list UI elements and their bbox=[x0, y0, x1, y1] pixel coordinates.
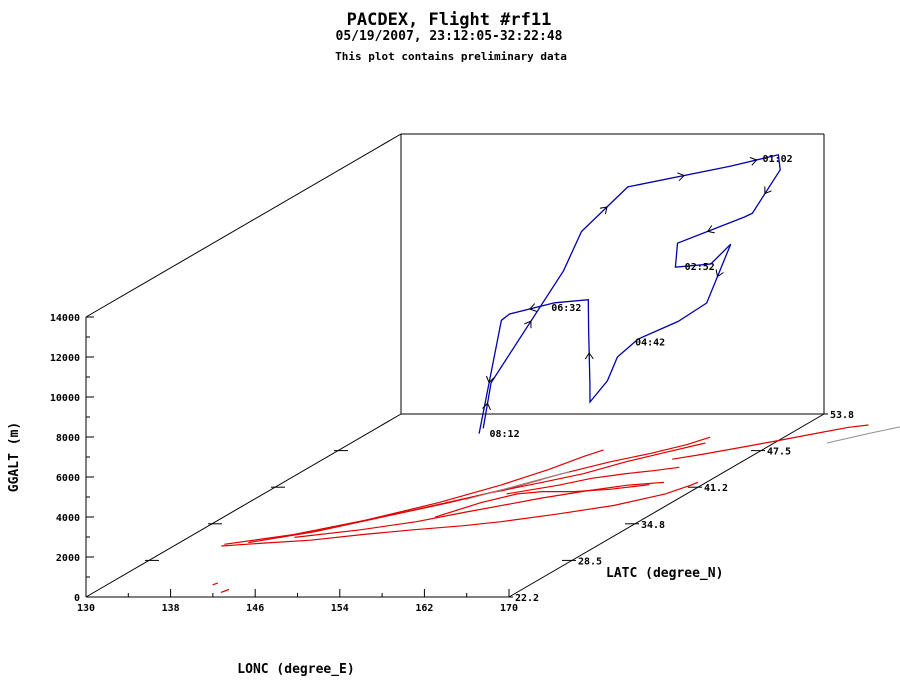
ground-track-segment bbox=[221, 481, 699, 547]
chart-title: PACDEX, Flight #rf11 bbox=[347, 10, 552, 30]
y-axis-line bbox=[508, 413, 825, 598]
chart-note: This plot contains preliminary data bbox=[335, 50, 567, 63]
z-tick-label: 14000 bbox=[50, 313, 80, 324]
gray-track-segment bbox=[464, 471, 570, 501]
ground-track-segment bbox=[434, 484, 650, 518]
y-tick-label: 34.8 bbox=[641, 520, 665, 531]
direction-arrow bbox=[524, 320, 532, 329]
direction-arrow bbox=[749, 157, 758, 166]
y-axis-label: LATC (degree_N) bbox=[606, 566, 723, 581]
z-tick-label: 10000 bbox=[50, 393, 80, 404]
direction-arrow bbox=[764, 186, 772, 195]
direction-arrow bbox=[715, 269, 724, 278]
time-label: 06:32 bbox=[551, 303, 581, 314]
direction-arrow bbox=[584, 352, 594, 360]
y-tick-label: 41.2 bbox=[704, 483, 728, 494]
top-left-edge bbox=[85, 133, 402, 318]
direction-arrow bbox=[482, 402, 491, 411]
ground-track-segment bbox=[506, 466, 680, 495]
z-axis-label: GGALT (m) bbox=[7, 422, 22, 492]
ground-track-segment bbox=[220, 588, 230, 593]
ground-track-segment bbox=[366, 442, 706, 521]
y-tick-label: 47.5 bbox=[767, 447, 791, 458]
x-tick-label: 170 bbox=[500, 603, 518, 614]
time-label: 02:52 bbox=[685, 262, 715, 273]
flight-path-line bbox=[478, 153, 781, 434]
time-label: 04:42 bbox=[635, 337, 665, 348]
direction-arrow bbox=[599, 206, 608, 215]
z-tick-label: 0 bbox=[74, 593, 80, 604]
chart-subtitle: 05/19/2007, 23:12:05-32:22:48 bbox=[336, 29, 563, 44]
gray-track bbox=[464, 426, 900, 501]
ground-track bbox=[212, 424, 869, 593]
ground-track-segment bbox=[212, 582, 218, 586]
z-tick-label: 12000 bbox=[50, 353, 80, 364]
direction-arrow bbox=[485, 375, 495, 384]
x-tick-label: 146 bbox=[246, 603, 264, 614]
gray-track-segment bbox=[826, 426, 900, 444]
z-tick-label: 2000 bbox=[56, 553, 80, 564]
x-tick-label: 138 bbox=[162, 603, 180, 614]
direction-arrow bbox=[528, 303, 537, 312]
plot-box bbox=[85, 133, 825, 598]
y-tick-label: 28.5 bbox=[578, 556, 602, 567]
x-tick-label: 162 bbox=[415, 603, 433, 614]
ground-track-segment bbox=[294, 481, 665, 538]
y-tick-label: 22.2 bbox=[515, 593, 539, 604]
direction-arrow bbox=[706, 225, 715, 234]
y-tick-label: 53.8 bbox=[830, 410, 854, 421]
x-tick-label: 154 bbox=[331, 603, 349, 614]
flight-path bbox=[478, 153, 781, 434]
z-tick-label: 4000 bbox=[56, 513, 80, 524]
floor-left-edge bbox=[85, 413, 402, 598]
ground-track-segment bbox=[672, 424, 869, 460]
time-label: 01:02 bbox=[763, 154, 793, 165]
time-label: 08:12 bbox=[490, 429, 520, 440]
time-labels: 01:02 02:52 06:32 04:42 08:12 bbox=[490, 154, 793, 440]
x-tick-label: 130 bbox=[77, 603, 95, 614]
ground-track-segment bbox=[224, 449, 604, 545]
direction-arrows bbox=[482, 157, 772, 411]
x-axis-label: LONC (degree_E) bbox=[237, 662, 354, 677]
direction-arrow bbox=[677, 172, 685, 182]
z-tick-label: 8000 bbox=[56, 433, 80, 444]
z-tick-label: 6000 bbox=[56, 473, 80, 484]
